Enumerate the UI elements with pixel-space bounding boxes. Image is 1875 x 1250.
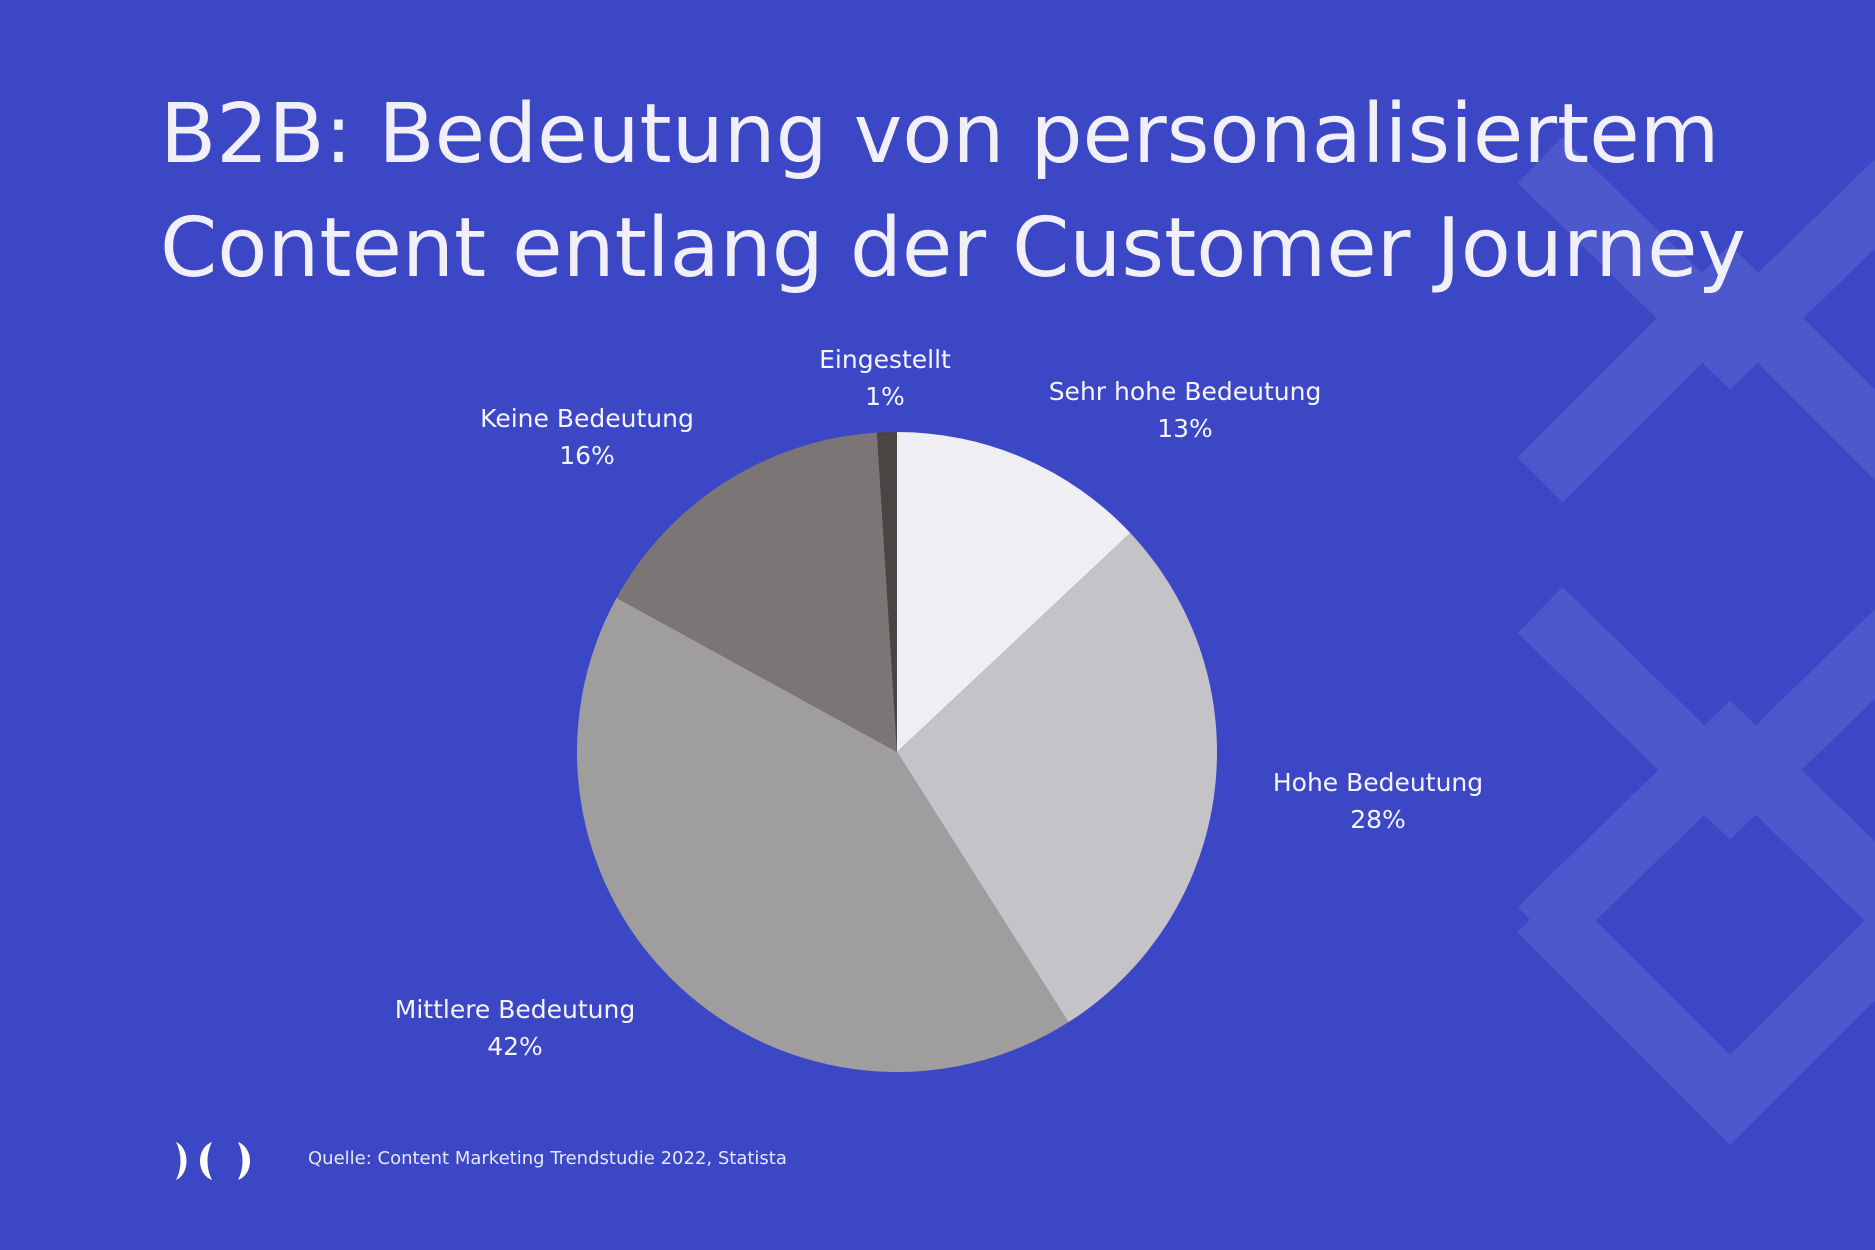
pie-slice-eingestellt xyxy=(876,432,897,752)
page-title: B2B: Bedeutung von personalisiertem Cont… xyxy=(160,78,1746,306)
slice-label-hohe-bedeutung: Hohe Bedeutung 28% xyxy=(1273,764,1483,838)
title-line-1: B2B: Bedeutung von personalisiertem xyxy=(160,87,1720,182)
source-note: Quelle: Content Marketing Trendstudie 20… xyxy=(308,1148,787,1169)
slice-label-value: 42% xyxy=(487,1032,543,1061)
slice-label-value: 1% xyxy=(865,382,905,411)
slice-label-value: 16% xyxy=(559,441,615,470)
slice-label-value: 28% xyxy=(1350,805,1406,834)
slice-label-sehr-hohe-bedeutung: Sehr hohe Bedeutung 13% xyxy=(1049,373,1322,447)
pie-slice-hohe-bedeutung xyxy=(897,532,1217,1023)
title-line-2: Content entlang der Customer Journey xyxy=(160,201,1747,296)
slice-label-text: Eingestellt xyxy=(819,345,951,374)
pie-slice-mittlere-bedeutung xyxy=(576,597,1069,1073)
slice-label-mittlere-bedeutung: Mittlere Bedeutung 42% xyxy=(395,991,636,1065)
slice-label-eingestellt: Eingestellt 1% xyxy=(819,341,951,415)
brand-logo-icon xyxy=(176,1142,250,1180)
slice-label-text: Sehr hohe Bedeutung xyxy=(1048,377,1322,406)
slice-label-text: Hohe Bedeutung xyxy=(1272,768,1484,797)
pie-slice-sehr-hohe-bedeutung xyxy=(897,432,1131,752)
pie-slice-keine-bedeutung xyxy=(616,432,897,752)
slice-label-value: 13% xyxy=(1157,414,1213,443)
slice-label-text: Mittlere Bedeutung xyxy=(394,995,636,1024)
slice-label-keine-bedeutung: Keine Bedeutung 16% xyxy=(480,400,694,474)
slice-label-text: Keine Bedeutung xyxy=(480,404,694,433)
